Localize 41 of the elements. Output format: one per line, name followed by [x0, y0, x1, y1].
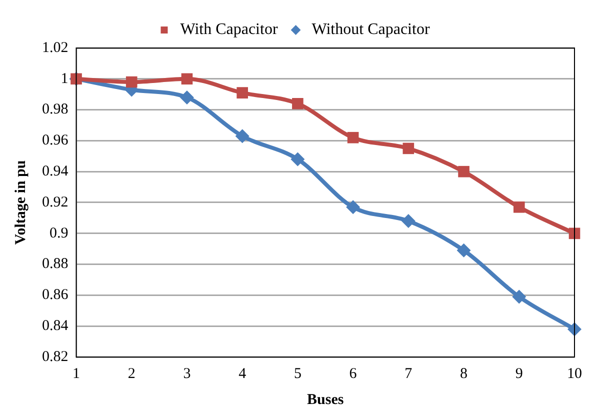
y-tick-label: 0.86	[42, 287, 69, 304]
x-tick-label: 2	[128, 366, 136, 382]
point	[402, 142, 414, 154]
x-tick-label: 4	[238, 366, 247, 382]
x-tick-label: 7	[404, 366, 413, 382]
point	[568, 228, 580, 240]
y-tick-label: 1	[60, 70, 68, 87]
point	[180, 90, 194, 104]
point	[346, 200, 360, 214]
x-tick-label: 1	[72, 366, 80, 382]
point	[512, 290, 526, 304]
y-tick-label: 0.84	[42, 318, 69, 334]
y-tick-label: 0.98	[42, 102, 68, 118]
x-tick-label: 9	[515, 366, 523, 382]
legend-label: Without Capacitor	[312, 21, 430, 38]
x-tick-label: 8	[460, 366, 468, 382]
legend-label: With Capacitor	[180, 21, 278, 38]
y-tick-label: 1.02	[42, 40, 68, 56]
y-axis-title: Voltage in pu	[12, 160, 29, 245]
y-tick-label: 0.94	[42, 164, 69, 180]
point	[236, 87, 248, 98]
point	[513, 201, 525, 213]
point	[181, 73, 193, 85]
point	[126, 76, 138, 88]
y-tick-label: 0.96	[42, 132, 69, 149]
point	[290, 152, 305, 166]
point	[235, 129, 250, 144]
x-tick-label: 5	[294, 366, 302, 382]
point	[347, 132, 359, 144]
y-tick-label: 0.88	[42, 256, 68, 272]
point	[292, 98, 304, 110]
x-tick-label: 10	[567, 366, 582, 382]
point	[401, 214, 416, 228]
point	[458, 166, 470, 178]
x-tick-label: 3	[183, 366, 191, 382]
x-axis-title: Buses	[307, 392, 344, 408]
y-tick-label: 0.82	[42, 348, 68, 365]
y-tick-label: 0.9	[50, 225, 68, 242]
x-tick-label: 6	[349, 366, 358, 382]
point	[456, 243, 471, 258]
y-tick-label: 0.92	[42, 194, 68, 210]
